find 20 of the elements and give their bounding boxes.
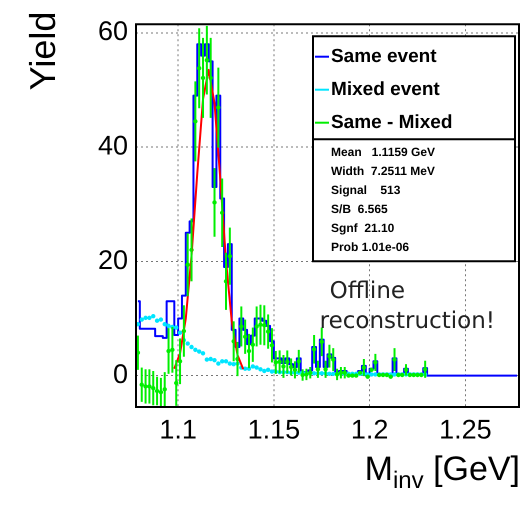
legend-label: Mixed event [331, 78, 440, 100]
y-tick-label: 60 [98, 16, 128, 46]
annotation: Width 7.2511 MeV [331, 164, 435, 178]
annotation: Offline reconstruction! [320, 278, 496, 334]
y-tick-label: 0 [112, 359, 128, 390]
x-tick-label: 1.25 [439, 414, 492, 445]
y-axis-title: Yield [22, 10, 64, 92]
annotation: Prob 1.01e-06 [331, 240, 410, 254]
x-axis-title: M$_{inv}$ [GeV] [364, 450, 520, 495]
legend-label: Same event [331, 46, 438, 67]
x-tick-label: 1.15 [248, 414, 300, 445]
y-tick-label: 40 [98, 130, 128, 160]
x-tick-label: 1.1 [159, 414, 197, 445]
annotation: Mean 1.1159 GeV [331, 145, 436, 160]
y-tick-label: 20 [98, 244, 128, 275]
annotation: S/B 6.565 [331, 202, 388, 216]
x-tick-label: 1.2 [350, 414, 388, 445]
legend-label: Same - Mixed [331, 112, 452, 133]
annotation: Sgnf 21.10 [331, 221, 395, 236]
annotation: Signal 513 [331, 183, 401, 198]
